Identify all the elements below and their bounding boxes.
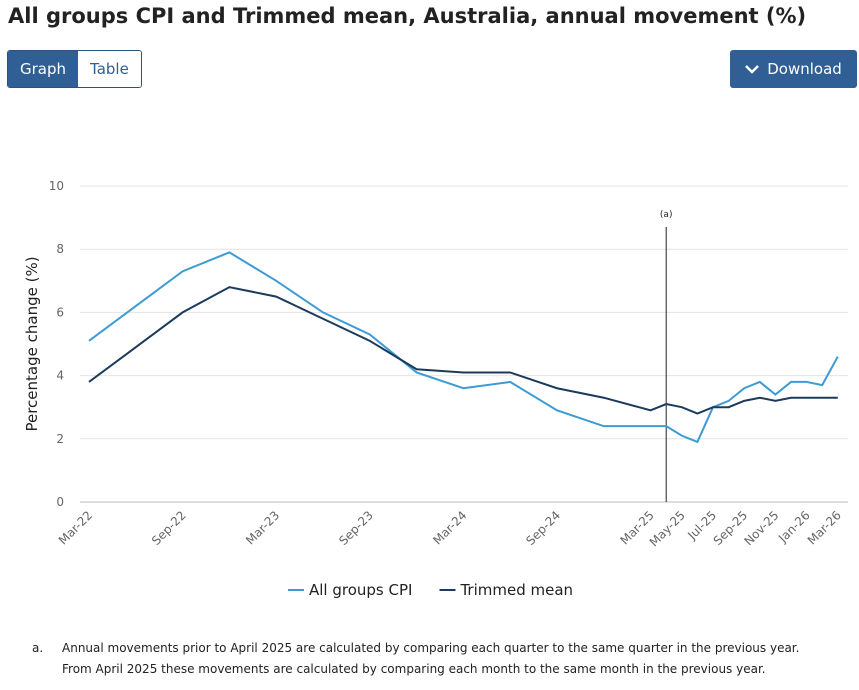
y-tick-label: 8 (56, 242, 64, 256)
tabs: Graph Table (7, 50, 142, 88)
y-axis-label: Percentage change (%) (23, 256, 41, 431)
title: All groups CPI and Trimmed mean, Austral… (8, 4, 807, 28)
x-tick-label: Mar-26 (805, 508, 844, 547)
x-tick-label: Nov-25 (741, 508, 781, 548)
y-tick-label: 6 (56, 305, 64, 319)
notes: a. Annual movements prior to April 2025 … (32, 638, 799, 680)
chart: 0 2 4 6 8 10 Percentage change (%) Mar-22 Sep-22… (23, 179, 848, 599)
note-key: a. (32, 641, 44, 655)
x-tick-label: Sep-23 (336, 508, 376, 548)
y-tick-label: 0 (56, 495, 64, 509)
y-tick-label: 4 (56, 369, 64, 383)
x-tick-label: Sep-22 (149, 508, 189, 548)
tab-table[interactable]: Table (78, 51, 141, 87)
note-line: Annual movements prior to April 2025 are… (62, 641, 800, 655)
x-tick-label: Mar-22 (56, 508, 95, 547)
x-tick-label: Sep-24 (523, 508, 563, 548)
x-tick-label: Mar-23 (243, 508, 282, 547)
note-line: From April 2025 these movements are calc… (62, 662, 766, 676)
legend: All groups CPI Trimmed mean (288, 581, 573, 599)
series-line (88, 286, 838, 415)
x-tick-label: Mar-24 (430, 508, 469, 547)
download-label: Download (767, 60, 842, 78)
legend-label: All groups CPI (309, 581, 412, 599)
download-button[interactable]: Download (730, 50, 857, 88)
y-tick-label: 2 (56, 432, 64, 446)
y-tick-label: 10 (49, 179, 64, 193)
series-line (88, 251, 839, 444)
tab-graph[interactable]: Graph (8, 51, 79, 87)
legend-label: Trimmed mean (459, 581, 573, 599)
chevron-icon (745, 65, 760, 74)
annotation: (a) (660, 210, 673, 220)
